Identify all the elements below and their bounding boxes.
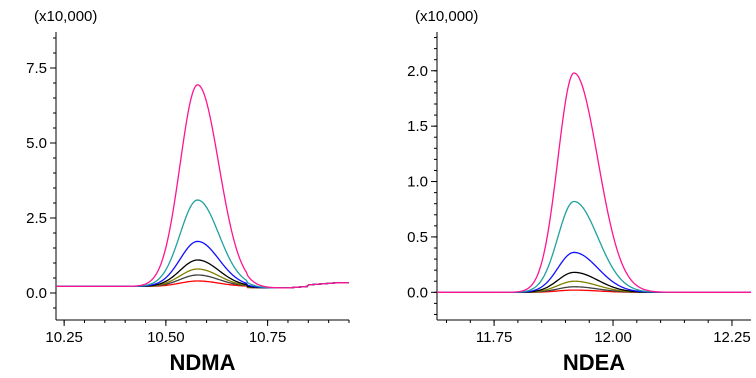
x-tick-label: 10.75 (249, 329, 287, 346)
chart-panel-ndea: 0.0 0.5 1.0 1.5 2.0 11.75 12.00 12.25 (x10,000) N… (407, 8, 751, 375)
series-trace (56, 84, 349, 289)
x-axis-title: NDMA (170, 350, 236, 375)
x-tick-label: 12.00 (594, 329, 632, 346)
y-scale-note: (x10,000) (34, 8, 97, 25)
x-tick-label: 11.75 (476, 329, 512, 346)
series-trace (56, 268, 349, 289)
series-trace (437, 72, 751, 293)
y-tick-label: 2.5 (26, 210, 47, 227)
y-tick-label: 5.0 (26, 135, 47, 152)
y-scale-note: (x10,000) (415, 8, 478, 25)
y-tick-label: 1.0 (407, 174, 428, 191)
series-trace (437, 271, 751, 293)
series-trace (437, 251, 751, 293)
x-tick-label: 10.50 (147, 329, 185, 346)
chart-panel-ndma: 0.0 2.5 5.0 7.5 10.25 10.50 10.75 (x10,000) NDMA (26, 8, 350, 375)
y-tick-label: 7.5 (26, 60, 47, 77)
x-tick-label: 10.25 (45, 329, 83, 346)
traces (437, 72, 751, 293)
x-axis-title: NDEA (563, 350, 625, 375)
y-tick-label: 0.0 (407, 284, 428, 301)
series-trace (437, 286, 751, 293)
series-trace (56, 259, 349, 289)
traces (56, 84, 349, 289)
y-tick-label: 0.5 (407, 229, 428, 246)
y-tick-label: 2.0 (407, 63, 428, 80)
x-tick-label: 12.25 (713, 329, 751, 346)
y-tick-label: 0.0 (26, 285, 47, 302)
y-tick-label: 1.5 (407, 118, 428, 135)
